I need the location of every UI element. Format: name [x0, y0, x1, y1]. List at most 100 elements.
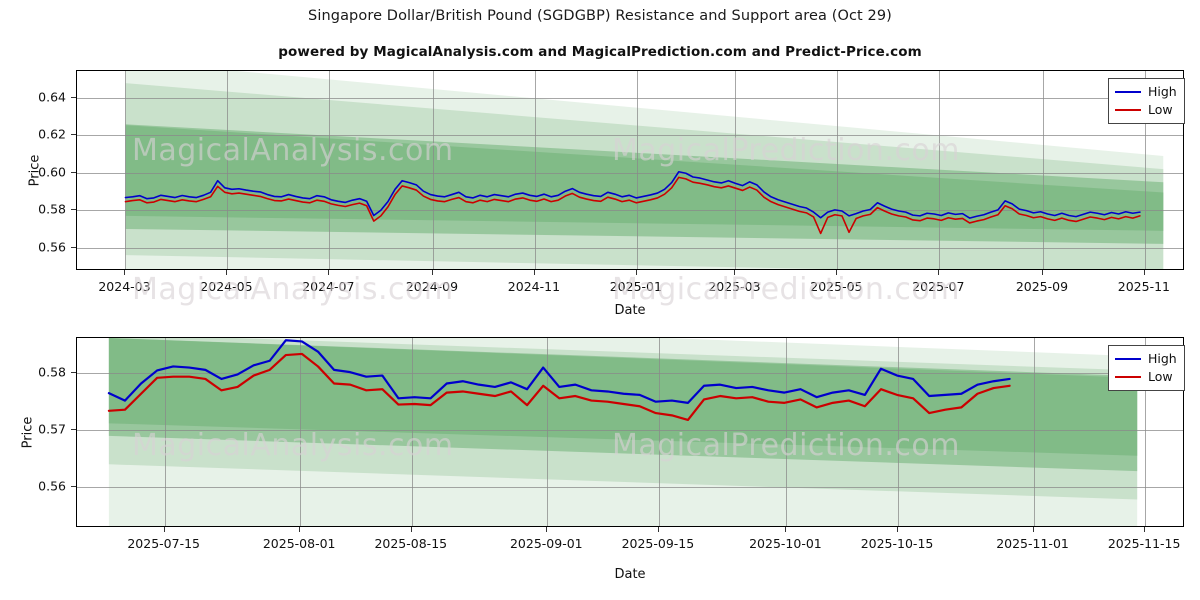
gridline-vertical [837, 71, 839, 269]
y-axis-tick-label: 0.58 [38, 201, 66, 217]
gridline-vertical [432, 71, 434, 269]
y-axis-tick-mark [71, 171, 76, 173]
y-axis-tick-mark [71, 486, 76, 488]
price-series [107, 339, 1011, 422]
x-axis-tick-label: 2025-08-15 [374, 536, 448, 551]
gridline-horizontal [77, 430, 1183, 432]
gridline-vertical [636, 71, 638, 269]
bottom-plot-frame [76, 337, 1184, 527]
top-y-axis-label: Price [27, 154, 43, 187]
x-axis-tick-mark [124, 270, 126, 275]
y-axis-tick-mark [71, 246, 76, 248]
series-line-low [107, 352, 1011, 422]
legend-item-high[interactable]: High [1115, 83, 1177, 101]
gridline-vertical [411, 338, 413, 526]
gridline-horizontal [77, 373, 1183, 375]
bottom-chart-panel [76, 337, 1184, 527]
y-axis-tick-label: 0.58 [38, 364, 66, 380]
x-axis-tick-mark [226, 270, 228, 275]
x-axis-tick-mark [1041, 270, 1043, 275]
x-axis-tick-label: 2025-09 [1015, 279, 1069, 294]
gridline-vertical [534, 71, 536, 269]
y-axis-tick-label: 0.64 [38, 89, 66, 105]
gridline-vertical [1145, 338, 1147, 526]
x-axis-tick-mark [328, 270, 330, 275]
page-subtitle: powered by MagicalAnalysis.com and Magic… [278, 44, 922, 60]
gridline-horizontal [77, 210, 1183, 212]
x-axis-tick-label: 2024-03 [98, 279, 151, 294]
gridline-vertical [786, 338, 788, 526]
legend-line-high-icon [1115, 358, 1141, 361]
x-axis-tick-label: 2025-11 [1117, 279, 1171, 294]
y-axis-tick-label: 0.57 [38, 421, 66, 437]
x-axis-tick-mark [410, 527, 412, 532]
legend-line-low-icon [1115, 376, 1141, 379]
legend-label-low: Low [1148, 369, 1173, 385]
x-axis-tick-mark [1032, 527, 1034, 532]
x-axis-tick-label: 2025-10-01 [749, 536, 822, 551]
gridline-vertical [227, 71, 229, 269]
gridline-horizontal [77, 98, 1183, 100]
gridline-vertical [658, 338, 660, 526]
gridline-horizontal [77, 487, 1183, 489]
band-strong [108, 338, 1138, 456]
x-axis-tick-label: 2024-05 [200, 279, 253, 294]
x-axis-tick-mark [836, 270, 838, 275]
x-axis-tick-label: 2025-01 [609, 279, 662, 294]
x-axis-tick-label: 2025-08-01 [262, 536, 336, 551]
x-axis-tick-mark [546, 527, 548, 532]
x-axis-tick-mark [299, 527, 301, 532]
bottom-x-axis-label: Date [614, 567, 646, 582]
gridline-vertical [939, 71, 941, 269]
series-line-low [124, 176, 1141, 235]
watermark-right-mid: MagicalPrediction.com [612, 272, 960, 307]
y-axis-tick-label: 0.56 [38, 478, 66, 494]
legend-item-low[interactable]: Low [1115, 101, 1177, 119]
x-axis-tick-label: 2025-11-01 [996, 536, 1069, 551]
y-axis-tick-mark [71, 97, 76, 99]
legend-line-low-icon [1115, 109, 1141, 112]
x-axis-tick-mark [785, 527, 787, 532]
y-axis-tick-mark [71, 134, 76, 136]
x-axis-tick-label: 2025-07 [912, 279, 965, 294]
legend-line-high-icon [1115, 91, 1141, 94]
x-axis-tick-label: 2025-05 [810, 279, 863, 294]
gridline-vertical [1042, 71, 1044, 269]
gridline-vertical [1033, 338, 1035, 526]
top-plot-frame [76, 70, 1184, 270]
x-axis-tick-mark [1143, 270, 1145, 275]
x-axis-tick-mark [163, 527, 165, 532]
price-series [124, 170, 1141, 235]
bottom-y-axis-label: Price [20, 416, 36, 449]
top-chart-legend[interactable]: High Low [1108, 78, 1185, 125]
y-axis-tick-label: 0.62 [38, 126, 66, 142]
gridline-vertical [164, 338, 166, 526]
x-axis-tick-label: 2025-07-15 [127, 536, 200, 551]
legend-label-high: High [1148, 84, 1177, 99]
gridline-vertical [1144, 71, 1146, 269]
y-axis-tick-mark [71, 209, 76, 211]
gridline-horizontal [77, 172, 1183, 174]
top-x-axis-label: Date [614, 303, 646, 318]
x-axis-tick-label: 2025-09-15 [621, 536, 695, 551]
x-axis-tick-mark [1144, 527, 1146, 532]
x-axis-tick-mark [657, 527, 659, 532]
gridline-horizontal [77, 247, 1183, 249]
x-axis-tick-mark [734, 270, 736, 275]
x-axis-tick-mark [431, 270, 433, 275]
bottom-plot-area [77, 338, 1183, 526]
x-axis-tick-mark [897, 527, 899, 532]
x-axis-tick-mark [533, 270, 535, 275]
legend-item-high[interactable]: High [1115, 350, 1177, 368]
top-plot-area [77, 71, 1183, 269]
gridline-vertical [547, 338, 549, 526]
legend-item-low[interactable]: Low [1115, 368, 1177, 386]
y-axis-tick-mark [71, 372, 76, 374]
gridline-vertical [125, 71, 127, 269]
bottom-chart-legend[interactable]: High Low [1108, 345, 1185, 392]
y-axis-tick-mark [71, 429, 76, 431]
series-line-high [107, 339, 1011, 404]
x-axis-tick-label: 2024-07 [302, 279, 355, 294]
x-axis-tick-mark [938, 270, 940, 275]
